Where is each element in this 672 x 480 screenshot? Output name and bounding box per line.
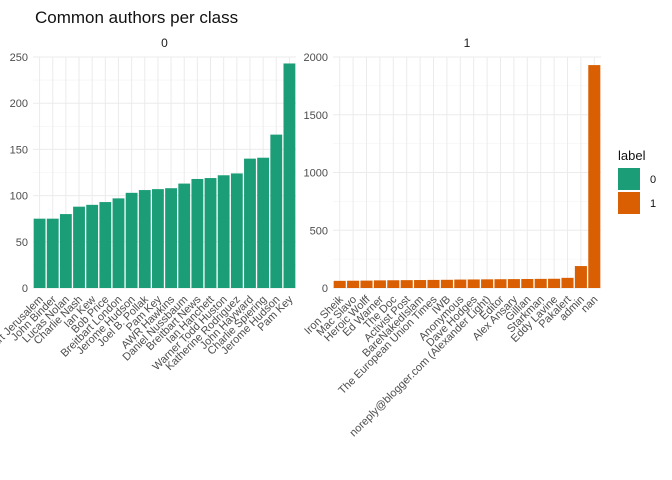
facet-strip-label: 1: [464, 36, 471, 50]
legend-label-0: 0: [650, 174, 656, 186]
bar-1-0: [333, 280, 346, 288]
bar-0-16: [244, 158, 256, 288]
bar-0-14: [217, 175, 230, 288]
y-tick-label: 200: [10, 98, 28, 110]
y-tick-label: 0: [22, 283, 28, 295]
bar-0-0: [33, 218, 46, 288]
y-tick-label: 150: [10, 144, 28, 156]
legend-label-1: 1: [650, 198, 656, 210]
y-tick-label: 2000: [304, 52, 328, 64]
bar-1-11: [481, 279, 494, 288]
bar-1-3: [373, 280, 386, 288]
bar-0-17: [257, 157, 270, 288]
bar-0-5: [99, 202, 112, 288]
legend-swatch-1: [618, 192, 640, 214]
bar-0-12: [191, 178, 204, 288]
bar-0-11: [178, 183, 191, 288]
bar-1-1: [347, 280, 360, 288]
bar-0-7: [125, 192, 138, 288]
legend-swatch-0: [618, 168, 640, 190]
bar-0-3: [73, 206, 85, 288]
bar-1-6: [414, 280, 427, 288]
bar-1-16: [548, 278, 561, 288]
bar-1-9: [454, 279, 467, 288]
bar-1-13: [507, 279, 520, 288]
bar-0-8: [138, 190, 151, 288]
bar-1-17: [561, 277, 574, 288]
bar-1-15: [534, 278, 547, 288]
bar-0-13: [204, 178, 217, 288]
bar-0-1: [46, 218, 59, 288]
y-tick-label: 1000: [304, 168, 328, 180]
bar-0-15: [230, 173, 243, 288]
bar-1-5: [400, 280, 413, 288]
legend: label 0 1: [618, 148, 656, 214]
bar-0-19: [283, 63, 296, 288]
y-tick-label: 1500: [304, 110, 328, 122]
bar-0-10: [165, 188, 177, 288]
bar-1-2: [360, 280, 373, 288]
bar-1-10: [467, 279, 480, 288]
y-tick-label: 100: [10, 191, 28, 203]
bar-1-19: [588, 65, 601, 289]
x-tick-label: nan: [579, 294, 600, 315]
y-tick-label: 250: [10, 52, 28, 64]
bar-0-6: [112, 198, 125, 288]
facet-strip-label: 0: [161, 36, 168, 50]
bar-0-4: [86, 204, 99, 288]
bar-1-18: [574, 266, 587, 288]
bar-0-2: [59, 214, 72, 288]
y-tick-label: 50: [16, 237, 28, 249]
bar-0-9: [152, 189, 164, 288]
y-tick-label: 0: [322, 283, 328, 295]
bar-1-12: [494, 279, 507, 288]
bar-1-4: [387, 280, 400, 288]
bar-1-14: [521, 278, 534, 288]
bar-1-8: [440, 279, 453, 288]
y-tick-label: 500: [310, 225, 328, 237]
chart-title: Common authors per class: [35, 8, 238, 27]
bar-1-7: [427, 279, 440, 288]
bar-0-18: [270, 134, 283, 288]
legend-title: label: [618, 148, 646, 163]
